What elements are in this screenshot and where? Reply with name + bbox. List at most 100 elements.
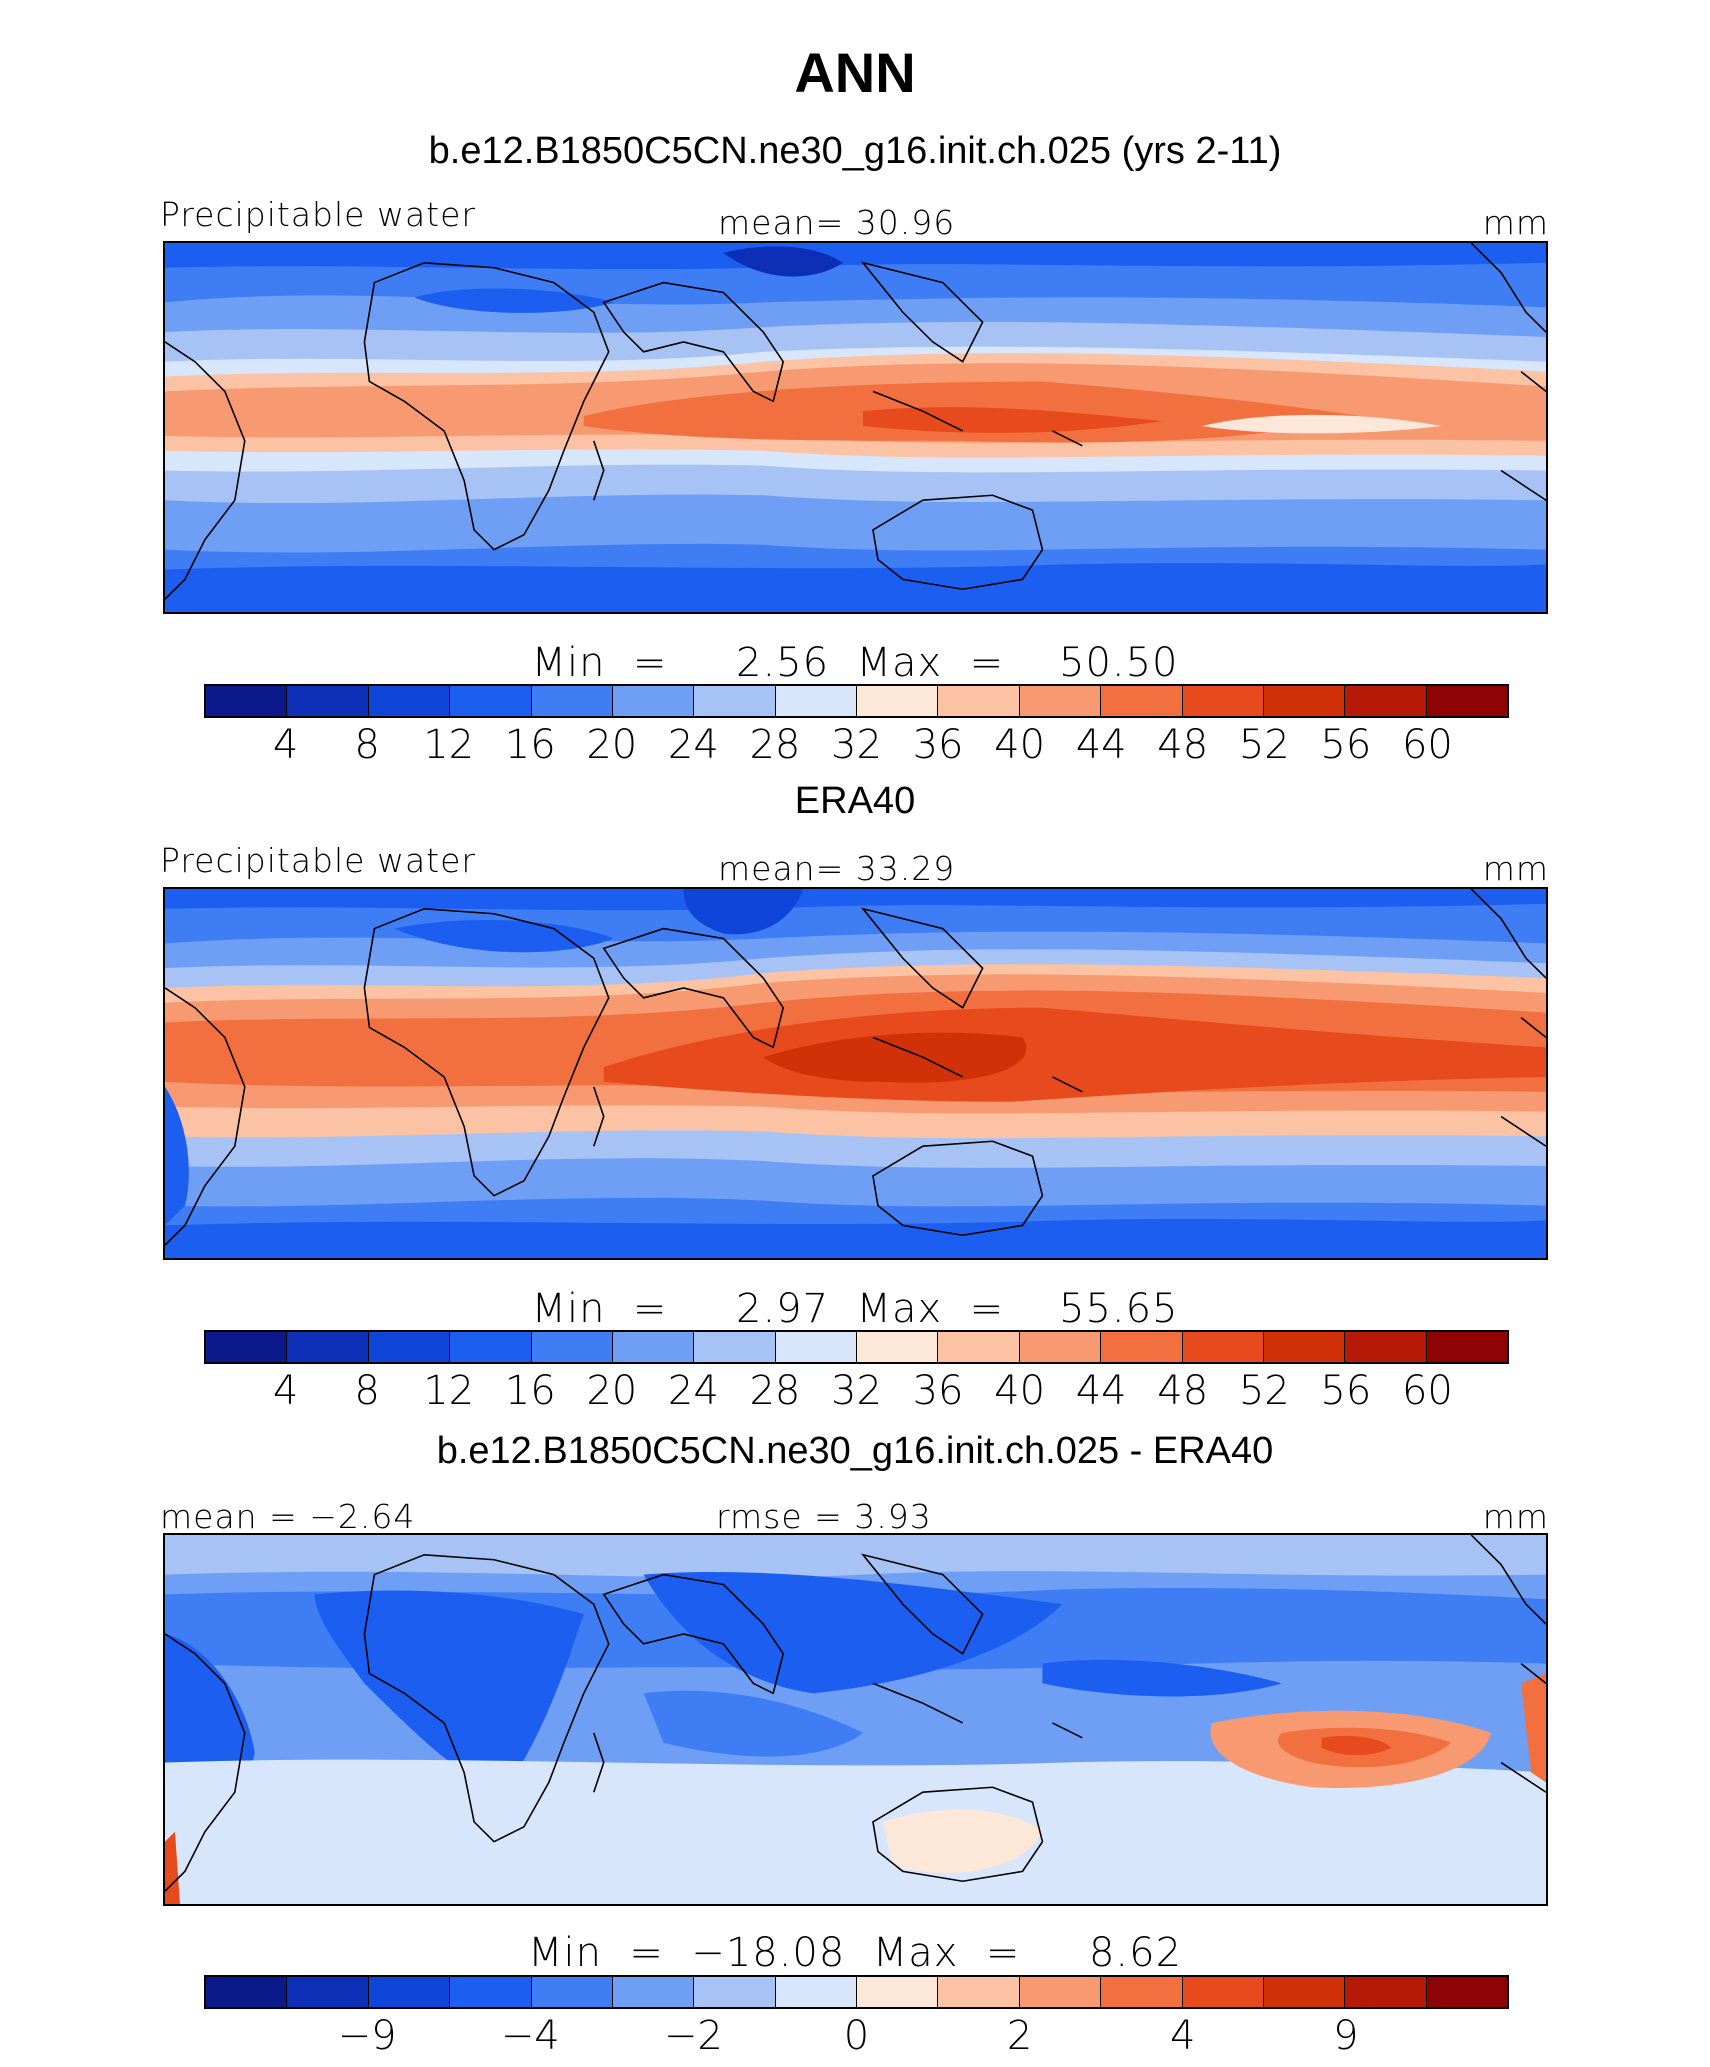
main-title: ANN xyxy=(794,41,916,104)
colorbar-swatch xyxy=(206,686,288,716)
colorbar-swatch xyxy=(694,1977,776,2007)
colorbar-swatch xyxy=(368,686,451,716)
colorbar-swatch xyxy=(857,686,939,716)
panel-2-colorbar-ticks: 4 8 12 16 20 24 28 32 36 40 44 48 52 56 60 xyxy=(204,1368,1509,1414)
colorbar-swatch xyxy=(1019,686,1102,716)
colorbar-swatch xyxy=(694,1332,776,1362)
colorbar-tick-label: 2 xyxy=(1006,2013,1033,2059)
colorbar-swatch xyxy=(938,1977,1020,2007)
colorbar-swatch xyxy=(1426,1332,1507,1362)
colorbar-swatch xyxy=(1182,1332,1264,1362)
colorbar-tick-label: 8 xyxy=(354,1368,380,1414)
panel-3-min-max: Min = −18.08 Max = 8.62 xyxy=(527,1930,1183,1976)
panel-1-colorbar-ticks: 4 8 12 16 20 24 28 32 36 40 44 48 52 56 60 xyxy=(204,722,1509,768)
panel-1-units-label: mm xyxy=(1482,203,1549,242)
panel-1-variable-label: Precipitable water xyxy=(160,195,476,234)
colorbar-tick-label: 28 xyxy=(749,1368,801,1414)
colorbar-tick-label: 40 xyxy=(994,722,1046,768)
colorbar-swatch xyxy=(1263,686,1346,716)
colorbar-swatch xyxy=(206,1332,288,1362)
colorbar-swatch xyxy=(1101,686,1183,716)
colorbar-swatch xyxy=(775,686,857,716)
colorbar-swatch xyxy=(1426,686,1507,716)
colorbar-swatch xyxy=(206,1977,288,2007)
colorbar-swatch xyxy=(1019,1332,1102,1362)
panel-3-colorbar-ticks: −9 −4 −2 0 2 4 9 xyxy=(204,2013,1509,2059)
panel-3-contour-field xyxy=(165,1535,1546,1904)
colorbar-swatch xyxy=(938,686,1020,716)
colorbar-tick-label: 8 xyxy=(354,722,380,768)
colorbar-swatch xyxy=(612,1977,695,2007)
colorbar-tick-label: 24 xyxy=(667,1368,719,1414)
colorbar-swatch xyxy=(1101,1977,1183,2007)
panel-3-colorbar xyxy=(204,1975,1509,2009)
colorbar-swatch xyxy=(1019,1977,1102,2007)
colorbar-tick-label: 16 xyxy=(504,1368,556,1414)
colorbar-swatch xyxy=(1345,1332,1427,1362)
panel-1-contour-field xyxy=(165,243,1546,612)
colorbar-swatch xyxy=(1182,686,1264,716)
colorbar-tick-label: 20 xyxy=(586,1368,638,1414)
colorbar-swatch xyxy=(1426,1977,1507,2007)
colorbar-swatch xyxy=(450,1977,532,2007)
panel-2-map xyxy=(163,887,1548,1260)
colorbar-swatch xyxy=(368,1977,451,2007)
colorbar-swatch xyxy=(1101,1332,1183,1362)
colorbar-tick-label: 20 xyxy=(586,722,638,768)
colorbar-tick-label: 36 xyxy=(912,722,964,768)
panel-3-title: b.e12.B1850C5CN.ne30_g16.init.ch.025 - E… xyxy=(436,1430,1274,1472)
colorbar-swatch xyxy=(287,1977,369,2007)
colorbar-swatch xyxy=(1345,686,1427,716)
colorbar-tick-label: 52 xyxy=(1238,722,1290,768)
panel-1-title: b.e12.B1850C5CN.ne30_g16.init.ch.025 (yr… xyxy=(428,130,1282,172)
colorbar-tick-label: 4 xyxy=(272,1368,299,1414)
panel-2-contour-field xyxy=(165,889,1546,1258)
colorbar-swatch xyxy=(450,1332,532,1362)
panel-2-variable-label: Precipitable water xyxy=(160,841,476,880)
panel-2-title: ERA40 xyxy=(794,780,916,822)
colorbar-swatch xyxy=(531,1332,613,1362)
colorbar-swatch xyxy=(775,1977,857,2007)
colorbar-tick-label: −2 xyxy=(663,2013,723,2059)
colorbar-swatch xyxy=(612,1332,695,1362)
colorbar-tick-label: 4 xyxy=(272,722,299,768)
panel-2-min-max: Min = 2.97 Max = 55.65 xyxy=(531,1286,1179,1332)
colorbar-tick-label: 12 xyxy=(423,722,475,768)
panel-1-map xyxy=(163,241,1548,614)
colorbar-tick-label: 60 xyxy=(1401,722,1453,768)
colorbar-swatch xyxy=(368,1332,451,1362)
panel-2-mean-label: mean= 33.29 xyxy=(718,849,956,888)
colorbar-swatch xyxy=(1263,1332,1346,1362)
colorbar-tick-label: 44 xyxy=(1075,722,1127,768)
colorbar-swatch xyxy=(1182,1977,1264,2007)
colorbar-tick-label: −4 xyxy=(500,2013,560,2059)
colorbar-swatch xyxy=(775,1332,857,1362)
colorbar-tick-label: 48 xyxy=(1157,722,1209,768)
colorbar-tick-label: 4 xyxy=(1170,2013,1196,2059)
colorbar-tick-label: 32 xyxy=(831,1368,882,1414)
colorbar-swatch xyxy=(531,686,613,716)
colorbar-swatch xyxy=(612,686,695,716)
colorbar-tick-label: 48 xyxy=(1157,1368,1209,1414)
panel-3-units-label: mm xyxy=(1482,1497,1549,1536)
colorbar-tick-label: 40 xyxy=(994,1368,1046,1414)
panel-3-map xyxy=(163,1533,1548,1906)
colorbar-swatch xyxy=(531,1977,613,2007)
colorbar-tick-label: 32 xyxy=(831,722,882,768)
colorbar-swatch xyxy=(857,1332,939,1362)
colorbar-swatch xyxy=(857,1977,939,2007)
colorbar-tick-label: 0 xyxy=(843,2013,870,2059)
colorbar-tick-label: 60 xyxy=(1401,1368,1453,1414)
panel-1-mean-label: mean= 30.96 xyxy=(718,203,956,242)
colorbar-swatch xyxy=(1263,1977,1346,2007)
colorbar-tick-label: 44 xyxy=(1075,1368,1127,1414)
colorbar-swatch xyxy=(287,1332,369,1362)
colorbar-tick-label: 36 xyxy=(912,1368,964,1414)
panel-1-colorbar xyxy=(204,684,1509,718)
colorbar-tick-label: 28 xyxy=(749,722,801,768)
colorbar-tick-label: 12 xyxy=(423,1368,475,1414)
colorbar-swatch xyxy=(694,686,776,716)
colorbar-tick-label: 16 xyxy=(504,722,556,768)
panel-1-min-max: Min = 2.56 Max = 50.50 xyxy=(531,640,1179,686)
colorbar-tick-label: 56 xyxy=(1320,1368,1372,1414)
